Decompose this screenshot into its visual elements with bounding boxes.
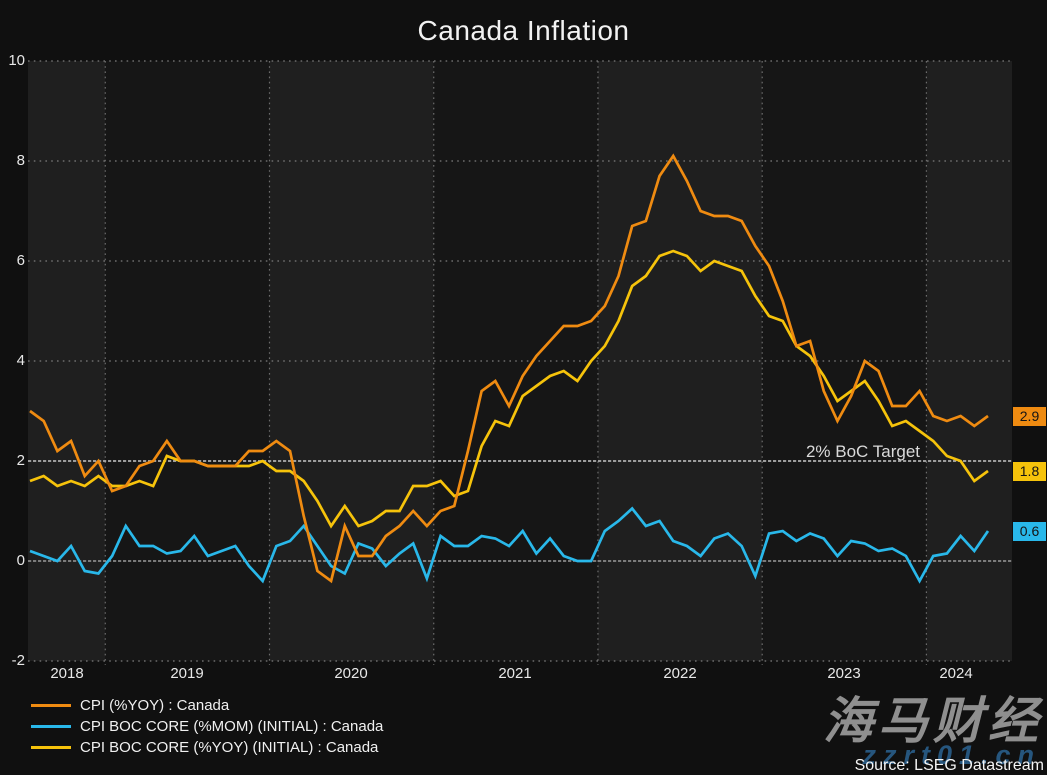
y-axis-label: 6 [16,252,25,269]
x-axis-label: 2024 [939,665,973,682]
legend-item-cpi-yoy: CPI (%YOY) : Canada [31,695,383,716]
year-band [597,61,763,661]
year-band [105,61,270,661]
x-axis-label: 2020 [334,665,368,682]
x-axis-label: 2023 [827,665,861,682]
series-lines [29,153,990,584]
boc-target-label: 2% BoC Target [805,442,920,461]
watermark-site: zzrt01.cn [862,740,1041,770]
x-axis-label: 2018 [50,665,84,682]
legend-swatch-core-yoy [31,746,71,749]
year-band [269,61,434,661]
gridlines [28,60,1012,665]
year-band [28,61,106,661]
legend-item-core-mom: CPI BOC CORE (%MOM) (INITIAL) : Canada [31,716,383,737]
legend-item-core-yoy: CPI BOC CORE (%YOY) (INITIAL) : Canada [31,737,383,758]
legend: CPI (%YOY) : Canada CPI BOC CORE (%MOM) … [31,695,383,758]
y-axis-label: 4 [16,352,25,369]
y-axis-label: 0 [16,552,25,569]
cpi-yoy-line [29,153,989,584]
legend-label: CPI (%YOY) : Canada [80,697,230,714]
y-axis-label: 10 [8,52,25,69]
last-value-badge-core-yoy: 1.8 [1013,461,1046,481]
y-axis-label: 8 [16,152,25,169]
year-band [762,61,927,661]
legend-swatch-core-mom [31,725,71,728]
last-value-badge-core-mom: 0.6 [1013,521,1046,541]
last-value-badge-cpi-yoy: 2.9 [1013,406,1046,426]
legend-swatch-cpi-yoy [31,704,71,707]
legend-label: CPI BOC CORE (%YOY) (INITIAL) : Canada [80,739,379,756]
source-credit: Source: LSEG Datastream [854,757,1044,774]
x-axis-label: 2021 [498,665,532,682]
chart-title: Canada Inflation [417,15,630,46]
y-axis-label: 2 [16,452,25,469]
core-mom-line [29,506,990,584]
x-axis-label: 2022 [663,665,697,682]
legend-label: CPI BOC CORE (%MOM) (INITIAL) : Canada [80,718,384,735]
x-axis-label: 2019 [170,665,204,682]
y-axis-label: -2 [11,652,25,669]
watermark-brand: 海马财经 [823,693,1043,749]
